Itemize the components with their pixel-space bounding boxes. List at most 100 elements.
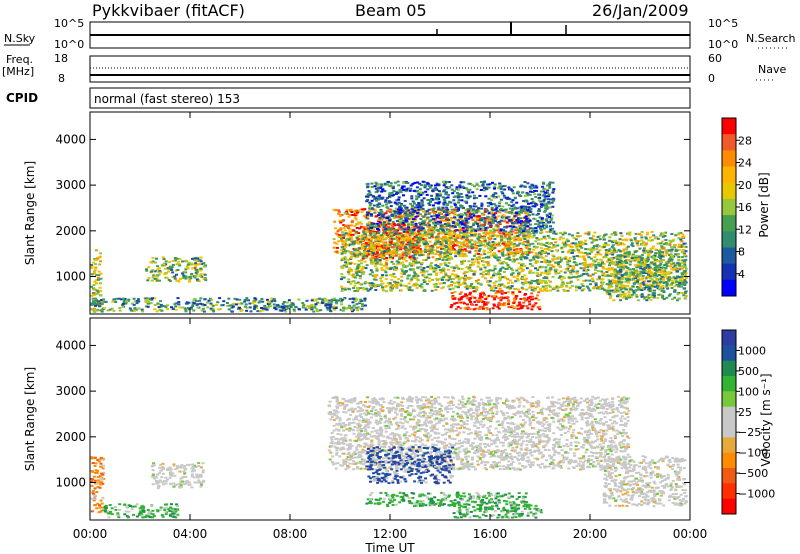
- echo-cell: [171, 271, 175, 274]
- echo-cell: [385, 248, 389, 251]
- echo-cell: [365, 230, 369, 233]
- echo-cell: [499, 187, 503, 190]
- echo-cell: [226, 304, 230, 307]
- echo-cell: [356, 287, 360, 290]
- echo-cell: [347, 287, 351, 290]
- echo-cell: [515, 227, 519, 230]
- echo-cell: [487, 231, 491, 234]
- echo-cell: [536, 279, 539, 282]
- echo-cell: [432, 226, 436, 229]
- echo-cell: [500, 283, 504, 286]
- echo-cell: [538, 216, 542, 219]
- echo-cell: [363, 299, 367, 302]
- echo-cell: [614, 263, 618, 266]
- echo-cell: [516, 239, 520, 242]
- echo-cell: [410, 244, 414, 247]
- echo-cell: [459, 298, 463, 301]
- echo-cell: [494, 192, 498, 195]
- echo-cell: [593, 231, 597, 234]
- echo-cell: [133, 307, 137, 310]
- echo-cell: [442, 211, 446, 213]
- echo-cell: [639, 270, 643, 273]
- echo-cell: [531, 248, 535, 251]
- echo-cell: [571, 246, 575, 249]
- echo-cell: [646, 231, 650, 234]
- echo-cell: [103, 307, 107, 310]
- echo-cell: [543, 288, 547, 291]
- echo-cell: [557, 272, 561, 275]
- echo-cell: [424, 237, 428, 240]
- echo-cell: [468, 299, 472, 301]
- echo-cell: [401, 185, 405, 188]
- echo-cell: [393, 224, 397, 227]
- echo-cell: [366, 244, 370, 247]
- echo-cell: [356, 281, 360, 284]
- echo-cell: [389, 208, 393, 211]
- echo-cell: [171, 263, 175, 266]
- echo-cell: [431, 236, 435, 239]
- echo-cell: [495, 224, 499, 226]
- echo-cell: [265, 308, 269, 311]
- echo-cell: [146, 279, 150, 282]
- echo-cell: [154, 275, 158, 278]
- echo-cell: [588, 279, 592, 282]
- echo-cell: [431, 251, 435, 254]
- echo-cell: [363, 254, 367, 257]
- echo-cell: [409, 184, 413, 187]
- echo-cell: [526, 242, 530, 245]
- echo-cell: [430, 225, 434, 228]
- echo-cell: [96, 292, 100, 295]
- echo-cell: [469, 285, 473, 287]
- echo-cell: [445, 228, 449, 231]
- echo-cell: [684, 245, 688, 248]
- echo-cell: [475, 247, 479, 250]
- echo-cell: [198, 259, 202, 262]
- echo-cell: [465, 234, 469, 237]
- echo-cell: [534, 184, 538, 187]
- echo-cell: [465, 229, 469, 232]
- echo-cell: [532, 201, 536, 204]
- echo-cell: [605, 250, 609, 253]
- echo-cell: [151, 297, 154, 300]
- echo-cell: [361, 247, 365, 250]
- echo-cell: [370, 214, 374, 217]
- echo-cell: [289, 304, 293, 307]
- echo-cell: [459, 227, 463, 230]
- echo-cell: [155, 310, 159, 313]
- echo-cell: [516, 190, 520, 193]
- echo-cell: [601, 283, 605, 286]
- echo-cell: [481, 237, 485, 240]
- echo-cell: [499, 209, 502, 212]
- echo-cell: [619, 283, 623, 286]
- echo-cell: [535, 203, 539, 206]
- echo-cell: [631, 245, 635, 248]
- echo-cell: [680, 272, 684, 275]
- echo-cell: [639, 233, 643, 236]
- echo-cell: [450, 292, 454, 294]
- echo-cell: [434, 259, 438, 262]
- echo-cell: [245, 306, 249, 309]
- echo-cell: [379, 283, 383, 286]
- echo-cell: [587, 274, 591, 277]
- echo-cell: [477, 252, 480, 255]
- echo-cell: [492, 303, 496, 306]
- echo-cell: [679, 232, 683, 234]
- echo-cell: [584, 243, 588, 245]
- echo-cell: [350, 211, 354, 213]
- echo-cell: [482, 232, 486, 234]
- echo-cell: [610, 245, 614, 248]
- echo-cell: [455, 229, 459, 232]
- echo-cell: [561, 237, 565, 240]
- echo-cell: [407, 223, 410, 226]
- echo-cell: [446, 187, 450, 190]
- echo-cell: [406, 236, 410, 239]
- echo-cell: [468, 308, 472, 310]
- echo-cell: [460, 301, 464, 304]
- echo-cell: [384, 224, 388, 226]
- echo-cell: [482, 260, 486, 263]
- echo-cell: [345, 209, 349, 212]
- echo-cell: [462, 280, 466, 283]
- echo-cell: [477, 234, 481, 237]
- echo-cell: [473, 296, 477, 299]
- echo-cell: [525, 234, 529, 237]
